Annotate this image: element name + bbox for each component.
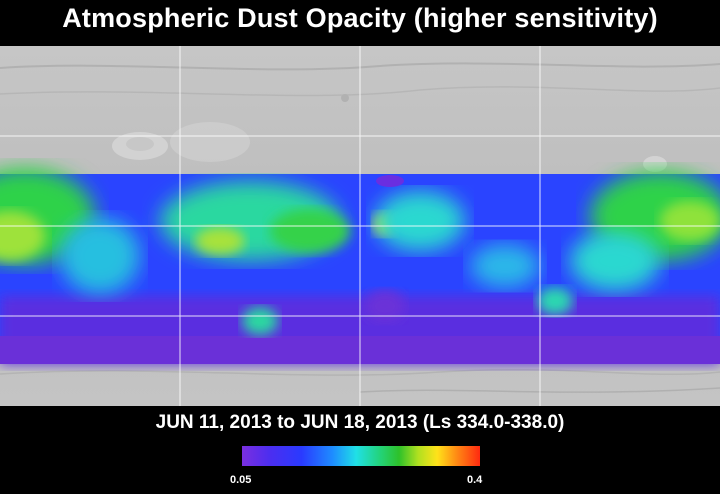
opacity-colorbar [242,446,480,466]
mars-dust-map [0,46,720,406]
colorbar-min-label: 0.05 [230,474,252,486]
terrain-relief-south [0,368,720,393]
date-range-label: JUN 11, 2013 to JUN 18, 2013 (Ls 334.0-3… [155,412,565,433]
map-canvas [0,46,720,406]
colorbar-max-label: 0.4 [467,474,483,486]
map-gridlines [0,46,720,406]
terrain-relief-north [0,62,720,172]
map-title: Atmospheric Dust Opacity (higher sensiti… [62,3,658,33]
